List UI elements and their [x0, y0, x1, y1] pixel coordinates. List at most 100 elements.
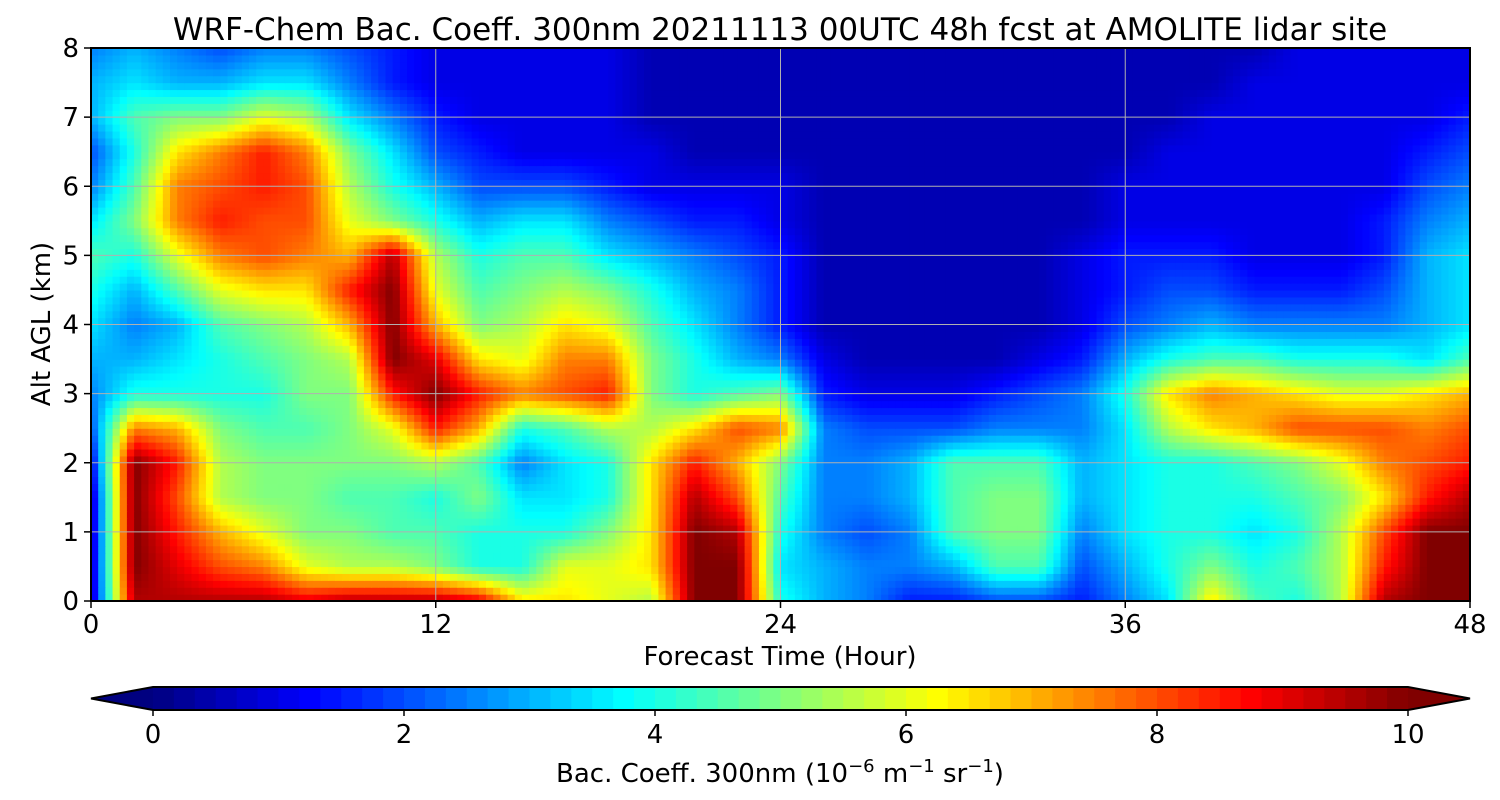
contour-cell	[1254, 469, 1263, 478]
contour-cell	[1283, 428, 1292, 436]
contour-cell	[974, 538, 983, 547]
contour-cell	[342, 435, 351, 443]
contour-cell	[1024, 511, 1033, 519]
contour-cell	[1304, 552, 1313, 561]
contour-cell	[126, 435, 135, 443]
contour-cell	[306, 428, 315, 436]
contour-cell	[995, 566, 1004, 574]
contour-cell	[1390, 448, 1399, 457]
contour-cell	[701, 435, 710, 443]
contour-cell	[931, 531, 940, 540]
contour-cell	[665, 448, 674, 457]
contour-cell	[1276, 594, 1284, 602]
contour-cell	[1247, 490, 1256, 498]
contour-cell	[284, 531, 293, 540]
contour-cell	[1003, 580, 1011, 588]
contour-cell	[629, 483, 638, 491]
contour-cell	[1139, 580, 1148, 588]
contour-cell	[579, 462, 588, 471]
contour-cell	[514, 573, 523, 581]
contour-cell	[428, 435, 437, 443]
contour-cell	[565, 469, 573, 478]
contour-cell	[1132, 573, 1141, 581]
contour-cell	[1118, 580, 1126, 588]
contour-cell	[126, 448, 135, 457]
contour-cell	[593, 518, 602, 526]
contour-cell	[299, 566, 308, 574]
contour-cell	[1139, 442, 1148, 450]
contour-cell	[478, 428, 487, 436]
contour-cell	[277, 455, 286, 464]
contour-cell	[1204, 511, 1213, 519]
contour-cell	[1434, 435, 1442, 443]
contour-cell	[320, 504, 329, 512]
contour-cell	[507, 421, 516, 429]
contour-cell	[1074, 524, 1083, 533]
contour-cell	[155, 455, 164, 464]
contour-cell	[349, 421, 358, 429]
contour-cell	[565, 594, 573, 602]
contour-cell	[1197, 566, 1205, 574]
contour-cell	[1340, 435, 1349, 443]
contour-cell	[1082, 573, 1090, 581]
contour-cell	[256, 524, 264, 533]
contour-cell	[1153, 587, 1162, 595]
contour-cell	[845, 455, 853, 464]
contour-cell	[981, 587, 990, 595]
contour-cell	[184, 518, 193, 526]
contour-cell	[249, 469, 257, 478]
contour-cell	[1146, 442, 1155, 450]
contour-cell	[141, 552, 150, 561]
contour-cell	[931, 566, 940, 574]
contour-cell	[1254, 511, 1263, 519]
contour-cell	[859, 518, 868, 526]
contour-cell	[227, 428, 236, 436]
contour-cell	[1254, 552, 1263, 561]
contour-cell	[715, 531, 724, 540]
contour-cell	[608, 538, 616, 547]
contour-cell	[1412, 490, 1421, 498]
contour-cell	[888, 566, 897, 574]
contour-cell	[1024, 476, 1033, 485]
contour-cell	[421, 545, 430, 554]
contour-cell	[744, 490, 753, 498]
contour-cell	[371, 455, 379, 464]
contour-cell	[478, 518, 487, 526]
contour-cell	[787, 552, 796, 561]
contour-cell	[414, 518, 422, 526]
contour-cell	[385, 587, 394, 595]
contour-cell	[1340, 455, 1349, 464]
contour-cell	[1347, 559, 1356, 568]
contour-cell	[981, 504, 990, 512]
contour-cell	[557, 504, 566, 512]
contour-cell	[1283, 538, 1292, 547]
contour-cell	[945, 469, 954, 478]
contour-cell	[1254, 497, 1263, 505]
contour-cell	[428, 504, 437, 512]
contour-cell	[529, 421, 537, 429]
contour-cell	[1067, 428, 1076, 436]
contour-cell	[579, 587, 588, 595]
contour-cell	[909, 455, 918, 464]
contour-cell	[1333, 483, 1342, 491]
contour-cell	[1017, 552, 1026, 561]
contour-cell	[263, 428, 272, 436]
contour-cell	[579, 580, 588, 588]
contour-cell	[414, 538, 422, 547]
contour-cell	[1261, 594, 1270, 602]
contour-cell	[773, 504, 782, 512]
contour-cell	[112, 476, 121, 485]
contour-cell	[1039, 455, 1047, 464]
contour-cell	[1297, 552, 1306, 561]
contour-cell	[694, 435, 703, 443]
contour-cell	[1290, 462, 1299, 471]
contour-cell	[924, 573, 932, 581]
contour-cell	[1333, 566, 1342, 574]
contour-cell	[270, 435, 279, 443]
contour-cell	[335, 545, 343, 554]
contour-cell	[1405, 518, 1414, 526]
contour-cell	[1168, 421, 1177, 429]
contour-cell	[1132, 469, 1141, 478]
contour-cell	[902, 448, 911, 457]
contour-cell	[1146, 497, 1155, 505]
